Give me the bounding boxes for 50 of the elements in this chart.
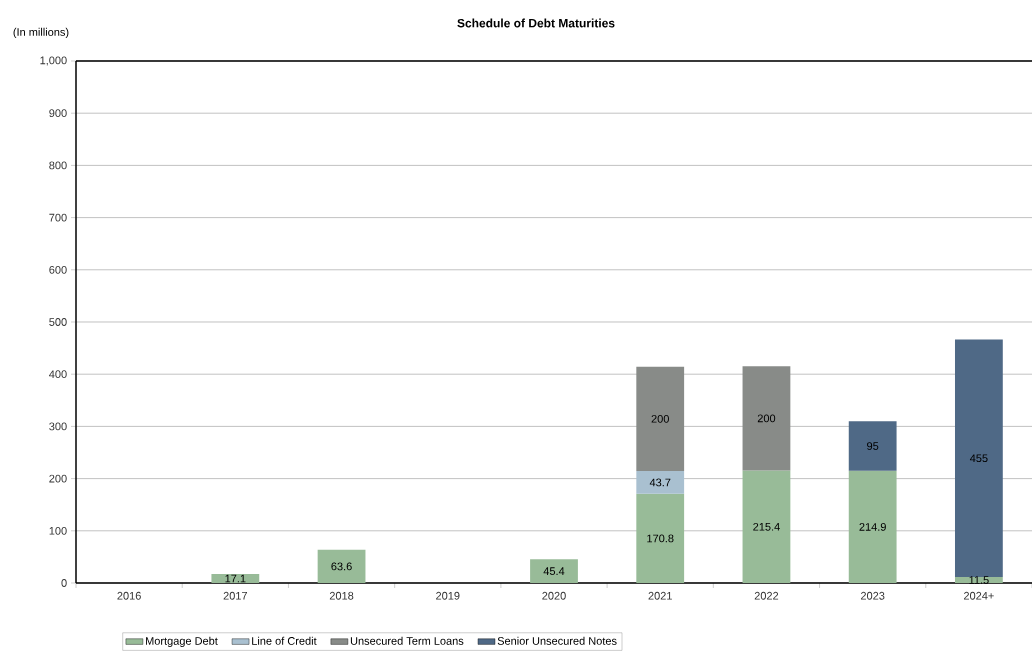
y-tick-label: 700 — [49, 213, 67, 222]
legend-label: Line of Credit — [252, 636, 317, 645]
data-label: 45.4 — [543, 567, 565, 575]
legend-label: Mortgage Debt — [146, 636, 218, 648]
data-label: 215.4 — [753, 522, 780, 531]
x-tick-label: 2017 — [223, 591, 248, 600]
legend-label: Unsecured Term Loans — [350, 636, 464, 645]
bar — [530, 559, 578, 583]
x-tick-label: 2019 — [436, 591, 460, 600]
x-tick-label: 2018 — [329, 591, 354, 600]
y-tick-label: 600 — [49, 265, 67, 274]
legend-label: Senior Unsecured Notes — [497, 636, 617, 645]
data-label: 95 — [867, 442, 879, 450]
x-tick-label: 2023 — [860, 591, 885, 600]
bar — [742, 366, 791, 471]
chart-title: Schedule of Debt Maturities — [457, 18, 615, 28]
bar — [211, 574, 260, 583]
bar — [636, 471, 685, 494]
x-tick-label: 2020 — [542, 591, 566, 600]
data-label: 43.7 — [649, 478, 671, 487]
bar — [848, 421, 897, 471]
data-label: 200 — [651, 414, 669, 423]
bar — [636, 493, 685, 583]
y-tick-label: 400 — [49, 370, 67, 379]
y-tick-label: 900 — [49, 109, 67, 118]
y-tick-label: 800 — [49, 161, 67, 170]
bar — [954, 577, 1003, 583]
y-tick-label: 200 — [49, 474, 67, 483]
y-tick-label: 300 — [49, 422, 67, 431]
y-tick-label: 500 — [49, 318, 67, 326]
bar — [848, 470, 897, 583]
bar — [954, 339, 1003, 577]
x-tick-label: 2022 — [754, 591, 779, 600]
data-label: 17.1 — [225, 574, 246, 583]
data-label: 214.9 — [859, 523, 886, 531]
bar — [317, 549, 366, 583]
y-tick-label: 1,000 — [40, 56, 67, 66]
x-tick-label: 2016 — [117, 591, 141, 600]
data-label: 200 — [757, 414, 776, 423]
bar — [742, 470, 791, 583]
bar — [636, 366, 685, 472]
data-label: 11.5 — [969, 576, 989, 584]
data-label: 63.6 — [331, 562, 352, 571]
x-tick-label: 2021 — [648, 591, 672, 600]
x-tick-label: 2024+ — [963, 591, 994, 600]
y-tick-label: 100 — [49, 526, 67, 535]
data-label: 455 — [969, 454, 988, 463]
data-label: 170.8 — [647, 534, 674, 543]
y-axis-title: (In millions) — [13, 27, 69, 39]
y-tick-label: 0 — [61, 579, 67, 587]
